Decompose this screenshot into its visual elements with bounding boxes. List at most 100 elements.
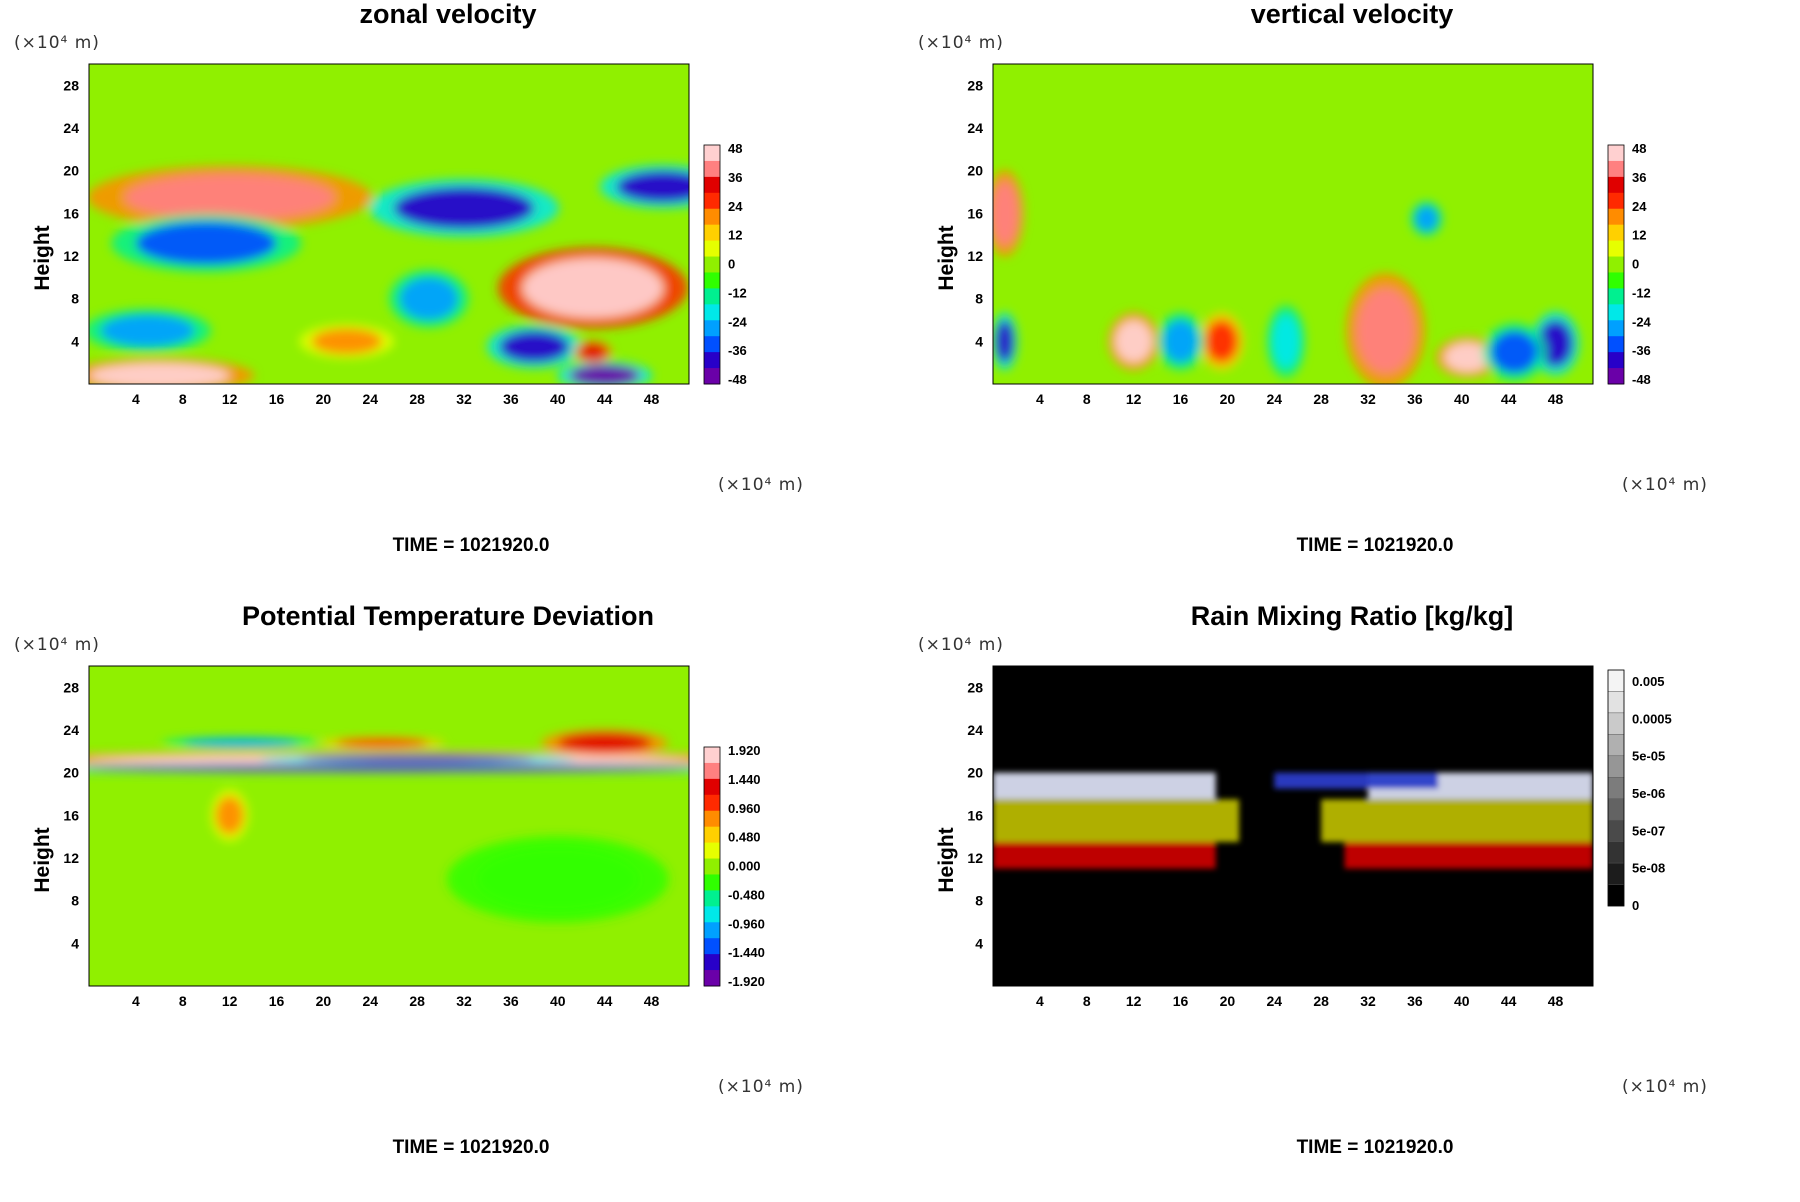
colorbar-label: 48 <box>1632 141 1646 156</box>
colorbar-label: -24 <box>728 314 748 329</box>
contour-region <box>993 181 1019 246</box>
y-tick-label: 20 <box>967 163 983 179</box>
colorbar-swatch <box>1608 208 1624 226</box>
x-tick-label: 44 <box>1501 391 1517 407</box>
x-tick-label: 48 <box>1548 391 1564 407</box>
x-tick-label: 36 <box>1407 391 1423 407</box>
contour-region <box>1114 320 1153 363</box>
contour-region <box>89 362 230 384</box>
colorbar-label: -48 <box>728 372 747 387</box>
x-tick-label: 32 <box>1360 993 1376 1009</box>
chart-svg: vertical velocity (×10⁴ m) Height 28 24 20… <box>918 0 1708 556</box>
colorbar-swatch <box>704 906 720 923</box>
x-tick-label: 12 <box>222 993 238 1009</box>
x-tick-label: 12 <box>222 391 238 407</box>
contour-region <box>522 258 664 318</box>
colorbar-swatch <box>1608 288 1624 305</box>
colorbar: 0.005 0.0005 5e-05 5e-06 5e-07 5e-08 0 <box>1607 669 1672 913</box>
contour-region <box>1537 320 1574 367</box>
colorbar-swatch <box>704 810 720 828</box>
colorbar-swatch <box>1608 256 1624 273</box>
x-tick-label: 44 <box>1501 993 1517 1009</box>
y-axis-label: Height <box>935 225 958 290</box>
contour-region <box>1414 205 1439 232</box>
colorbar-swatch <box>704 954 720 971</box>
x-tick-label: 20 <box>1220 391 1236 407</box>
colorbar-label: 0.005 <box>1632 674 1665 689</box>
x-tick-labels: 4 8 12 16 20 24 28 32 36 40 44 48 <box>1036 993 1564 1009</box>
x-tick-label: 4 <box>1036 391 1044 407</box>
contour-region <box>557 733 652 753</box>
y-tick-label: 12 <box>63 850 79 866</box>
colorbar-swatch <box>704 256 720 273</box>
contour-region <box>299 755 535 763</box>
x-tick-labels: 4 8 12 16 20 24 28 32 36 40 44 48 <box>132 993 660 1009</box>
colorbar-label: -24 <box>1632 314 1652 329</box>
colorbar-swatch <box>1607 841 1625 864</box>
x-tick-label: 28 <box>409 391 425 407</box>
x-tick-label: 4 <box>132 993 140 1009</box>
colorbar-label: 0.960 <box>728 801 761 816</box>
colorbar-label: -12 <box>1632 285 1651 300</box>
y-axis-label: Height <box>935 827 958 892</box>
colorbar-swatch <box>704 794 720 812</box>
colorbar-swatch <box>704 336 720 353</box>
colorbar-swatch <box>1608 272 1624 289</box>
colorbar-swatch <box>1608 304 1624 321</box>
y-tick-label: 4 <box>71 935 79 951</box>
y-tick-label: 24 <box>63 722 79 738</box>
colorbar-swatch <box>1608 192 1624 210</box>
colorbar-swatch <box>704 160 720 178</box>
contour-region <box>1162 320 1199 363</box>
y-tick-labels: 28 24 20 16 12 8 4 <box>967 679 983 951</box>
colorbar-swatch <box>704 842 720 860</box>
chart-title: vertical velocity <box>1251 0 1454 29</box>
y-tick-label: 20 <box>967 765 983 781</box>
contour-region <box>995 320 1015 363</box>
rain-band-white <box>993 772 1216 800</box>
colorbar-swatch <box>1608 352 1624 369</box>
x-tick-label: 12 <box>1126 391 1142 407</box>
x-tick-label: 40 <box>550 993 566 1009</box>
colorbar-swatch <box>1607 734 1625 757</box>
colorbar-swatch <box>1608 368 1624 385</box>
colorbar-swatch <box>704 762 720 780</box>
y-tick-label: 16 <box>63 205 79 221</box>
chart-title: Potential Temperature Deviation <box>242 602 654 631</box>
colorbar-swatch <box>1608 240 1624 258</box>
x-unit-label: (×10⁴ m) <box>718 475 804 495</box>
plot-area <box>89 666 689 986</box>
colorbar-swatch <box>1608 224 1624 242</box>
x-tick-label: 36 <box>503 993 519 1009</box>
contour-region <box>89 764 689 773</box>
plot-frame <box>88 63 690 385</box>
colorbar-swatch <box>704 240 720 258</box>
x-tick-label: 36 <box>1407 993 1423 1009</box>
plot-area <box>89 64 689 384</box>
chart-svg: Rain Mixing Ratio [kg/kg] (×10⁴ m) Heigh… <box>918 602 1707 1158</box>
colorbar-label: 12 <box>728 228 742 243</box>
colorbar-label: 1.920 <box>728 743 761 758</box>
y-tick-label: 4 <box>975 935 983 951</box>
y-unit-label: (×10⁴ m) <box>14 635 100 655</box>
time-label: TIME = 1021920.0 <box>393 535 550 556</box>
colorbar-swatch <box>1607 798 1625 821</box>
colorbar-swatch <box>704 320 720 337</box>
y-tick-label: 8 <box>975 291 983 307</box>
panel-potential-temperature: Potential Temperature Deviation (×10⁴ m)… <box>0 602 900 1202</box>
x-tick-label: 24 <box>362 993 378 1009</box>
contour-region <box>311 328 382 355</box>
y-tick-label: 12 <box>967 248 983 264</box>
x-tick-label: 4 <box>132 391 140 407</box>
chart-svg: zonal velocity (×10⁴ m) Height 28 24 20 16 1… <box>14 0 804 556</box>
contour-region <box>182 738 300 748</box>
y-tick-label: 28 <box>63 77 79 93</box>
x-unit-label: (×10⁴ m) <box>1622 475 1708 495</box>
x-tick-label: 16 <box>1173 993 1189 1009</box>
colorbar-label: 5e-06 <box>1632 786 1665 801</box>
colorbar-swatch <box>704 938 720 955</box>
colorbar-swatch <box>1607 669 1625 692</box>
y-axis-label: Height <box>31 827 54 892</box>
colorbar-label: 36 <box>1632 170 1646 185</box>
colorbar: 1.920 1.440 0.960 0.480 0.000 -0.480 -0.960 -1.… <box>703 743 765 989</box>
